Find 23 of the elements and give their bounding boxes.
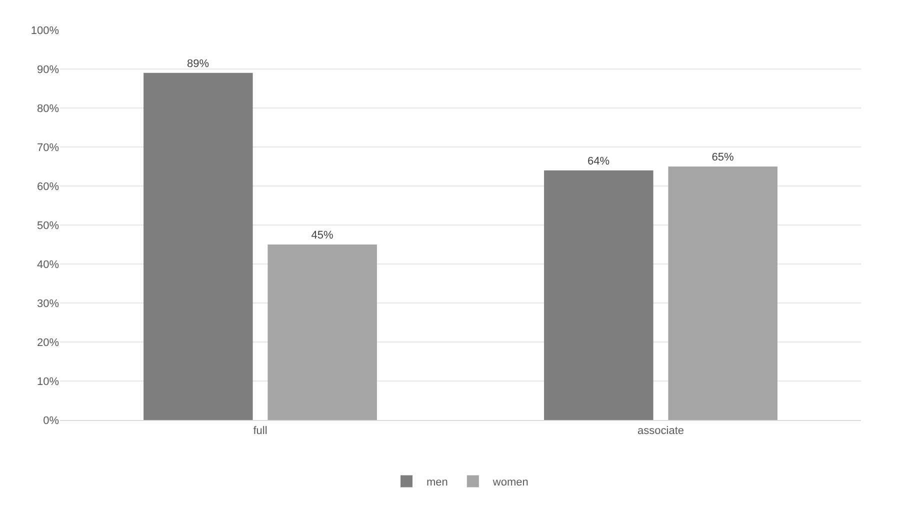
y-tick-label: 40% xyxy=(36,258,60,271)
legend-label: women xyxy=(492,476,528,489)
bar xyxy=(268,244,377,420)
x-tick-label: full xyxy=(253,425,268,438)
y-tick-label: 0% xyxy=(43,414,60,427)
y-tick-label: 100% xyxy=(30,24,60,37)
y-tick-label: 80% xyxy=(36,102,60,115)
bar xyxy=(544,170,654,420)
y-tick-label: 60% xyxy=(36,180,60,193)
text: 65% xyxy=(712,152,734,164)
text: 89% xyxy=(187,58,210,70)
y-tick-label: 50% xyxy=(36,220,60,232)
y-tick-label: 90% xyxy=(36,64,60,76)
y-tick-label: 70% xyxy=(36,142,60,154)
text: 45% xyxy=(311,230,334,242)
x-tick-label: associate xyxy=(638,425,684,438)
y-tick-label: 30% xyxy=(36,298,60,310)
y-tick-label: 20% xyxy=(36,336,60,349)
y-tick-label: 10% xyxy=(36,376,60,388)
legend-label: men xyxy=(426,476,448,489)
text: 64% xyxy=(588,155,610,168)
bar xyxy=(144,72,253,420)
bar xyxy=(668,166,778,420)
